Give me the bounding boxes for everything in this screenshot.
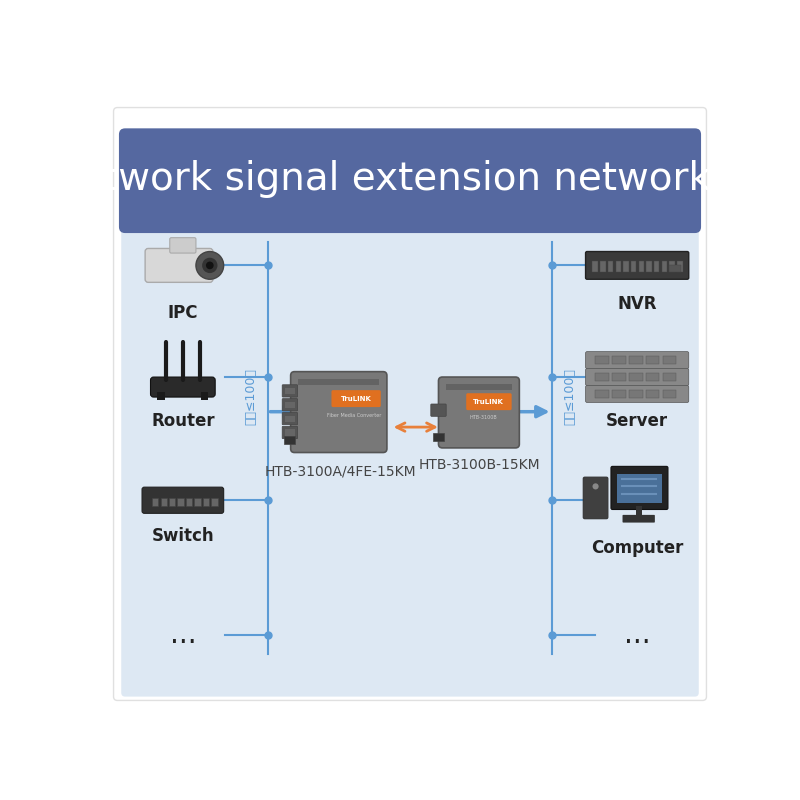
Bar (286, 430, 294, 435)
FancyBboxPatch shape (114, 107, 706, 701)
Bar (161, 498, 166, 506)
FancyBboxPatch shape (170, 238, 196, 253)
Bar (654, 261, 659, 271)
FancyBboxPatch shape (145, 249, 213, 282)
Text: ...: ... (170, 621, 196, 649)
FancyBboxPatch shape (611, 466, 668, 510)
Bar (646, 261, 652, 271)
Bar (593, 261, 598, 271)
Bar (629, 373, 642, 381)
FancyBboxPatch shape (282, 398, 298, 411)
Text: NVR: NVR (618, 294, 657, 313)
Bar (600, 261, 606, 271)
Text: TruLINK: TruLINK (473, 398, 504, 405)
Bar (629, 390, 642, 398)
Bar (608, 261, 614, 271)
FancyBboxPatch shape (586, 251, 689, 279)
Bar (662, 373, 677, 381)
Circle shape (196, 251, 224, 279)
Bar (158, 393, 165, 400)
FancyBboxPatch shape (583, 477, 608, 518)
FancyBboxPatch shape (331, 390, 381, 407)
FancyBboxPatch shape (290, 372, 387, 453)
Bar (612, 390, 626, 398)
Bar (615, 261, 621, 271)
Bar (623, 261, 629, 271)
Text: HTB-3100A/4FE-15KM: HTB-3100A/4FE-15KM (265, 464, 417, 478)
FancyBboxPatch shape (282, 413, 298, 425)
FancyBboxPatch shape (430, 404, 446, 416)
Bar (201, 393, 208, 400)
Text: IPC: IPC (168, 304, 198, 322)
Bar (638, 261, 644, 271)
Bar (677, 261, 682, 271)
Text: ...: ... (624, 621, 650, 649)
FancyBboxPatch shape (150, 377, 215, 397)
FancyBboxPatch shape (438, 377, 519, 448)
FancyBboxPatch shape (622, 515, 655, 522)
FancyBboxPatch shape (586, 369, 689, 386)
Bar (285, 436, 295, 444)
Bar (629, 356, 642, 364)
Bar (433, 434, 444, 441)
Bar (211, 498, 218, 506)
Bar (612, 356, 626, 364)
FancyBboxPatch shape (282, 385, 298, 397)
Text: Computer: Computer (591, 538, 683, 557)
Text: HTB-3100B: HTB-3100B (470, 415, 497, 420)
FancyBboxPatch shape (282, 426, 298, 438)
FancyBboxPatch shape (119, 128, 701, 233)
Text: Network signal extension networking: Network signal extension networking (50, 160, 770, 198)
Bar (594, 373, 609, 381)
FancyBboxPatch shape (142, 487, 224, 514)
Bar (152, 498, 158, 506)
FancyBboxPatch shape (466, 394, 512, 410)
Bar (662, 261, 667, 271)
FancyBboxPatch shape (586, 386, 689, 402)
Bar (631, 261, 636, 271)
Circle shape (202, 258, 218, 273)
Circle shape (593, 483, 598, 490)
Bar (670, 261, 675, 271)
Bar (298, 378, 379, 385)
Bar (286, 402, 294, 408)
Bar (169, 498, 175, 506)
Bar (446, 384, 512, 390)
Bar (617, 474, 662, 503)
Text: 网线≤100米: 网线≤100米 (244, 368, 257, 425)
FancyBboxPatch shape (122, 227, 698, 697)
Bar (646, 390, 659, 398)
Bar (646, 373, 659, 381)
Text: Switch: Switch (151, 527, 214, 546)
Text: TruLINK: TruLINK (341, 396, 371, 402)
Circle shape (206, 262, 214, 270)
Text: Fiber Media Converter: Fiber Media Converter (327, 413, 382, 418)
Text: HTB-3100B-15KM: HTB-3100B-15KM (418, 458, 540, 472)
Bar (286, 415, 294, 422)
Bar (662, 390, 677, 398)
Text: 网线≤100米: 网线≤100米 (563, 368, 576, 425)
Bar (612, 373, 626, 381)
Bar (594, 390, 609, 398)
FancyBboxPatch shape (586, 352, 689, 369)
Bar (636, 506, 642, 517)
Bar (670, 266, 681, 271)
Bar (186, 498, 192, 506)
Bar (286, 388, 294, 394)
Bar (662, 356, 677, 364)
Text: Router: Router (151, 412, 214, 430)
Bar (594, 356, 609, 364)
Bar (194, 498, 201, 506)
Bar (178, 498, 184, 506)
Text: Server: Server (606, 412, 668, 430)
Bar (203, 498, 209, 506)
Bar (646, 356, 659, 364)
